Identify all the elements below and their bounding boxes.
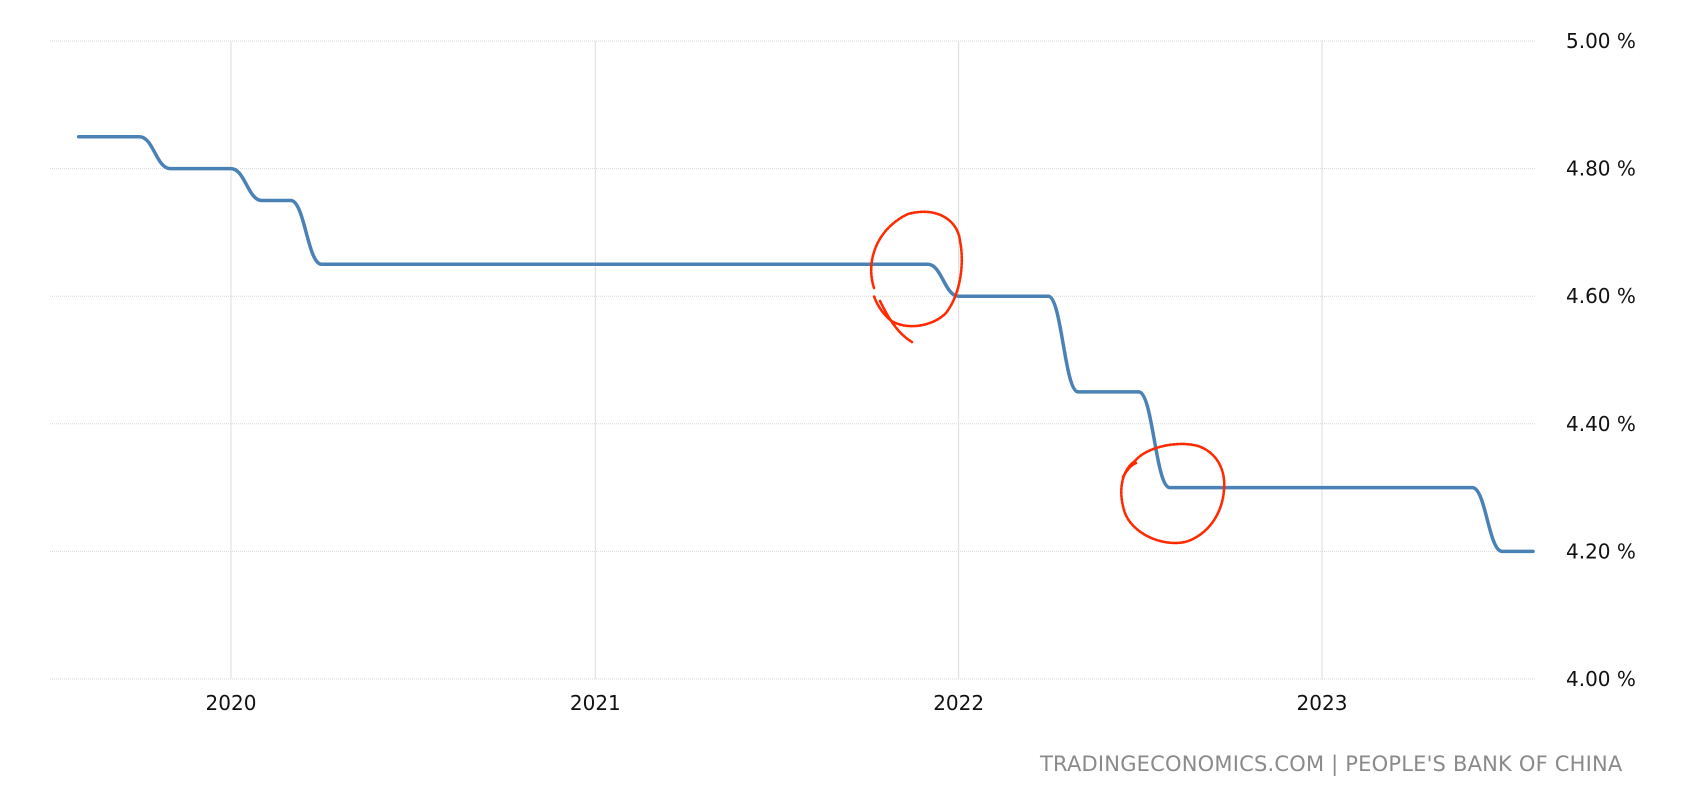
x-tick-label: 2020 bbox=[206, 691, 257, 715]
x-tick-label: 2021 bbox=[570, 691, 621, 715]
x-tick-label: 2023 bbox=[1297, 691, 1348, 715]
y-tick-label: 4.20 % bbox=[1566, 539, 1636, 563]
source-attribution: TRADINGECONOMICS.COM | PEOPLE'S BANK OF … bbox=[1040, 752, 1623, 776]
series-line bbox=[76, 134, 1535, 554]
annotation-layer bbox=[869, 210, 1226, 545]
y-tick-label: 4.60 % bbox=[1566, 284, 1636, 308]
grid-layer bbox=[50, 40, 1535, 680]
annotation-stroke bbox=[878, 299, 914, 344]
y-tick-label: 4.40 % bbox=[1566, 412, 1636, 436]
annotation-stroke bbox=[1121, 461, 1138, 479]
series-layer bbox=[76, 134, 1535, 554]
y-tick-label: 5.00 % bbox=[1566, 29, 1636, 53]
annotation-circle bbox=[1120, 442, 1226, 545]
y-tick-label: 4.00 % bbox=[1566, 667, 1636, 691]
x-tick-label: 2022 bbox=[933, 691, 984, 715]
y-tick-label: 4.80 % bbox=[1566, 157, 1636, 181]
axis-layer: 5.00 % 4.80 % 4.60 % 4.40 % 4.20 % 4.00 % 2020… bbox=[206, 29, 1636, 715]
